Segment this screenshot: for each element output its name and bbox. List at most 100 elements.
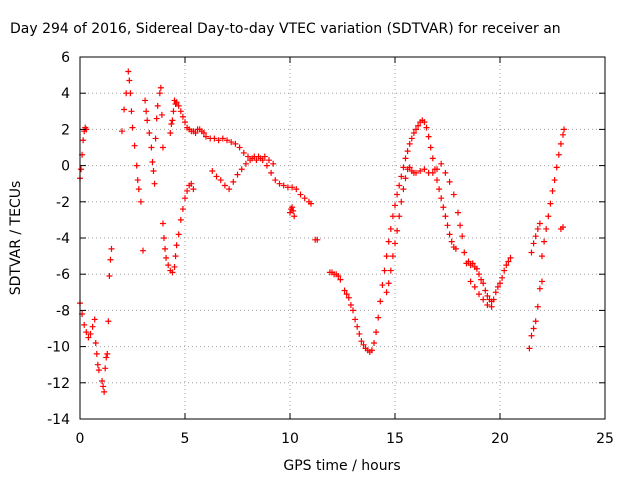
- data-point: [152, 135, 159, 142]
- data-point: [469, 260, 476, 267]
- data-point: [358, 338, 365, 345]
- data-point: [78, 166, 85, 173]
- data-point: [177, 216, 184, 223]
- data-point: [276, 180, 283, 187]
- y-tick-label: -2: [56, 195, 70, 211]
- data-point: [131, 142, 138, 149]
- data-point: [175, 231, 182, 238]
- data-point: [89, 323, 96, 330]
- data-point: [478, 276, 485, 283]
- data-point: [154, 102, 161, 109]
- data-point: [171, 263, 178, 270]
- data-point: [530, 325, 537, 332]
- data-point: [541, 238, 548, 245]
- data-point: [434, 177, 440, 184]
- data-point: [402, 155, 409, 162]
- data-point: [173, 99, 180, 106]
- data-point: [534, 303, 541, 310]
- data-point: [127, 90, 134, 97]
- data-point: [484, 292, 491, 299]
- data-point: [119, 128, 125, 135]
- data-point: [87, 330, 94, 337]
- data-point: [389, 253, 396, 260]
- data-point: [413, 169, 419, 176]
- data-point: [476, 291, 482, 298]
- data-point: [215, 137, 222, 144]
- data-point: [476, 271, 482, 278]
- data-point: [373, 329, 380, 336]
- data-point: [528, 249, 535, 256]
- x-tick-label: 10: [281, 431, 299, 447]
- data-point: [184, 187, 191, 194]
- data-point: [301, 195, 308, 202]
- data-point: [484, 301, 491, 308]
- data-point: [100, 383, 107, 390]
- x-tick-label: 25: [596, 431, 614, 447]
- axis-ticks: [79, 56, 606, 420]
- x-tick-label: 15: [386, 431, 404, 447]
- data-point: [450, 191, 457, 198]
- data-point: [101, 388, 108, 395]
- data-point: [213, 173, 220, 180]
- data-point: [182, 119, 188, 126]
- data-point: [240, 149, 247, 156]
- data-point: [490, 296, 497, 303]
- data-point: [104, 350, 111, 357]
- data-point: [427, 144, 434, 151]
- data-point: [255, 153, 262, 160]
- data-point: [532, 318, 539, 325]
- y-tick-label: 6: [61, 50, 70, 66]
- data-point: [228, 139, 235, 146]
- data-point: [492, 289, 499, 296]
- data-point: [137, 198, 144, 205]
- data-point: [179, 113, 186, 120]
- data-point: [85, 334, 92, 341]
- data-point: [507, 254, 514, 261]
- data-point: [429, 169, 436, 176]
- data-point: [421, 119, 428, 126]
- data-point: [557, 140, 564, 147]
- data-point: [143, 108, 150, 115]
- data-point: [354, 323, 361, 330]
- data-point: [381, 267, 388, 274]
- y-tick-label: -6: [56, 267, 70, 283]
- data-point: [385, 238, 392, 245]
- data-point: [169, 117, 176, 124]
- data-point: [532, 233, 539, 240]
- data-point: [425, 133, 432, 140]
- data-point: [157, 84, 164, 91]
- chart-title: Day 294 of 2016, Sidereal Day-to-day VTE…: [10, 21, 561, 37]
- data-point: [448, 238, 455, 245]
- data-point: [150, 168, 157, 175]
- data-point: [169, 269, 176, 276]
- data-point: [335, 273, 342, 280]
- data-point: [99, 377, 106, 384]
- y-tick-label: 4: [61, 86, 70, 102]
- data-point: [203, 133, 209, 140]
- data-point: [413, 126, 419, 133]
- data-point: [230, 178, 237, 185]
- data-point: [125, 68, 132, 75]
- data-point: [308, 200, 314, 207]
- data-point: [387, 267, 394, 274]
- data-point: [289, 204, 296, 211]
- data-point: [410, 130, 417, 137]
- data-point: [232, 140, 239, 147]
- data-point: [238, 166, 245, 173]
- data-point: [177, 108, 184, 115]
- data-point: [253, 157, 260, 164]
- data-point: [261, 153, 268, 160]
- data-point: [162, 245, 169, 252]
- data-point: [446, 178, 453, 185]
- data-point: [297, 191, 304, 198]
- data-point: [549, 187, 556, 194]
- y-tick-label: 0: [61, 159, 70, 175]
- data-point: [290, 207, 297, 214]
- grid-lines: [80, 57, 605, 419]
- data-point: [259, 157, 266, 164]
- data-point: [135, 186, 142, 193]
- data-point: [121, 106, 128, 113]
- data-point: [165, 262, 172, 269]
- data-point: [398, 198, 405, 205]
